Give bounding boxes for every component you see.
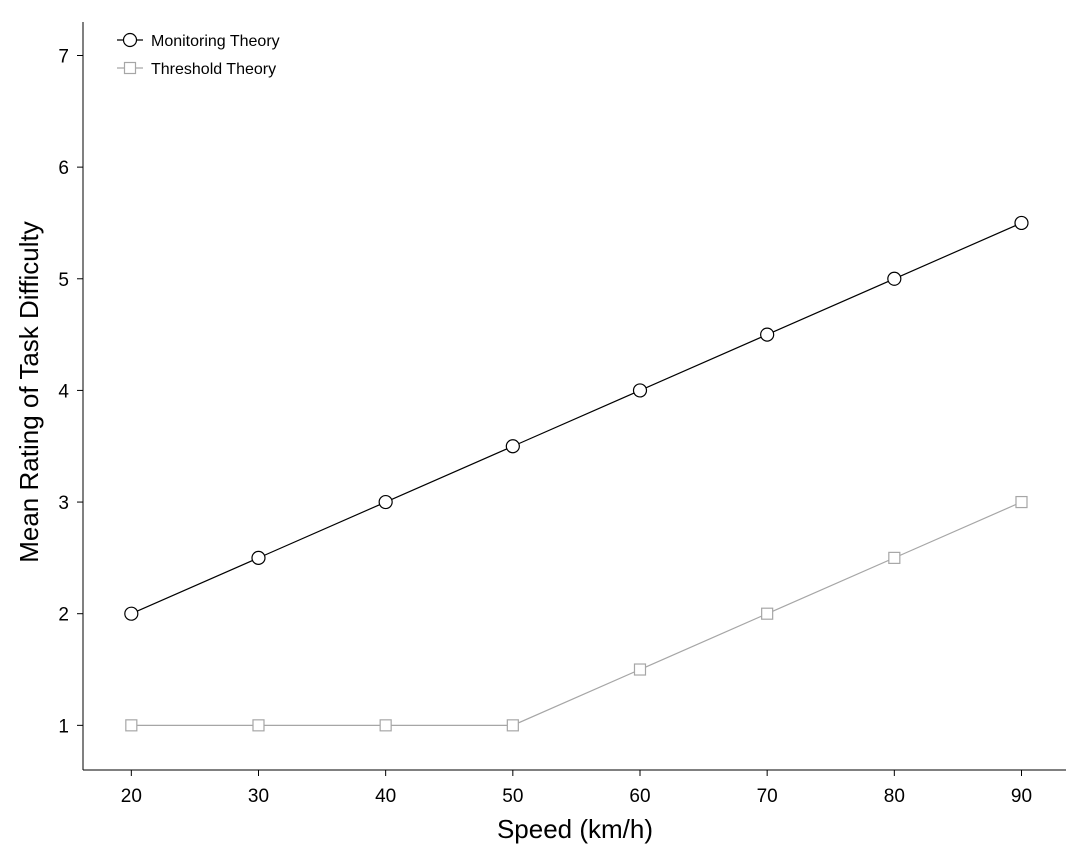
data-point-threshold-theory <box>506 719 519 732</box>
data-point-monitoring-theory <box>124 606 139 621</box>
data-point-monitoring-theory <box>760 327 775 342</box>
data-point-monitoring-theory <box>505 439 520 454</box>
legend-marker-monitoring-theory <box>122 32 138 48</box>
data-point-threshold-theory <box>888 551 901 564</box>
series-line-threshold-theory <box>131 501 1022 726</box>
legend: Monitoring Theory Threshold Theory <box>117 32 280 78</box>
axes <box>82 22 1066 771</box>
legend-item-threshold-theory: Threshold Theory <box>117 61 276 78</box>
x-tick-label: 20 <box>121 786 142 807</box>
x-tick-label: 60 <box>629 786 650 807</box>
data-point-monitoring-theory <box>1014 215 1029 231</box>
x-tick-label: 80 <box>884 786 905 807</box>
y-tick-label: 4 <box>58 381 69 402</box>
series-layer <box>124 215 1029 732</box>
y-tick-label: 3 <box>58 493 69 514</box>
x-axis-ticks: 20 30 40 50 60 70 80 90 <box>121 770 1032 807</box>
series-line-monitoring-theory <box>131 222 1022 615</box>
data-point-threshold-theory <box>125 719 138 732</box>
series-threshold-theory <box>125 495 1028 732</box>
y-axis-ticks: 1 2 3 4 5 6 7 <box>58 46 83 737</box>
y-tick-label: 6 <box>58 158 69 179</box>
legend-label-threshold-theory: Threshold Theory <box>151 61 276 78</box>
x-tick-label: 40 <box>375 786 396 807</box>
y-tick-label: 5 <box>58 270 69 291</box>
y-axis-title: Mean Rating of Task Difficulty <box>14 221 44 563</box>
data-point-monitoring-theory <box>887 271 902 286</box>
x-tick-label: 90 <box>1011 786 1032 807</box>
data-point-threshold-theory <box>633 663 647 676</box>
data-point-monitoring-theory <box>251 550 266 565</box>
data-point-monitoring-theory <box>378 494 393 510</box>
data-point-threshold-theory <box>379 719 392 732</box>
data-point-threshold-theory <box>1015 495 1028 509</box>
data-point-monitoring-theory <box>632 383 648 398</box>
x-axis-title: Speed (km/h) <box>497 814 653 844</box>
x-tick-label: 70 <box>757 786 778 807</box>
legend-marker-threshold-theory <box>123 61 137 75</box>
x-tick-label: 30 <box>248 786 269 807</box>
y-tick-label: 7 <box>58 46 69 67</box>
x-tick-label: 50 <box>502 786 523 807</box>
legend-label-monitoring-theory: Monitoring Theory <box>151 33 280 50</box>
y-tick-label: 1 <box>58 716 69 737</box>
data-point-threshold-theory <box>761 607 774 620</box>
legend-item-monitoring-theory: Monitoring Theory <box>117 32 280 50</box>
data-point-threshold-theory <box>252 719 265 732</box>
y-tick-label: 2 <box>58 605 69 626</box>
series-monitoring-theory <box>124 215 1029 621</box>
